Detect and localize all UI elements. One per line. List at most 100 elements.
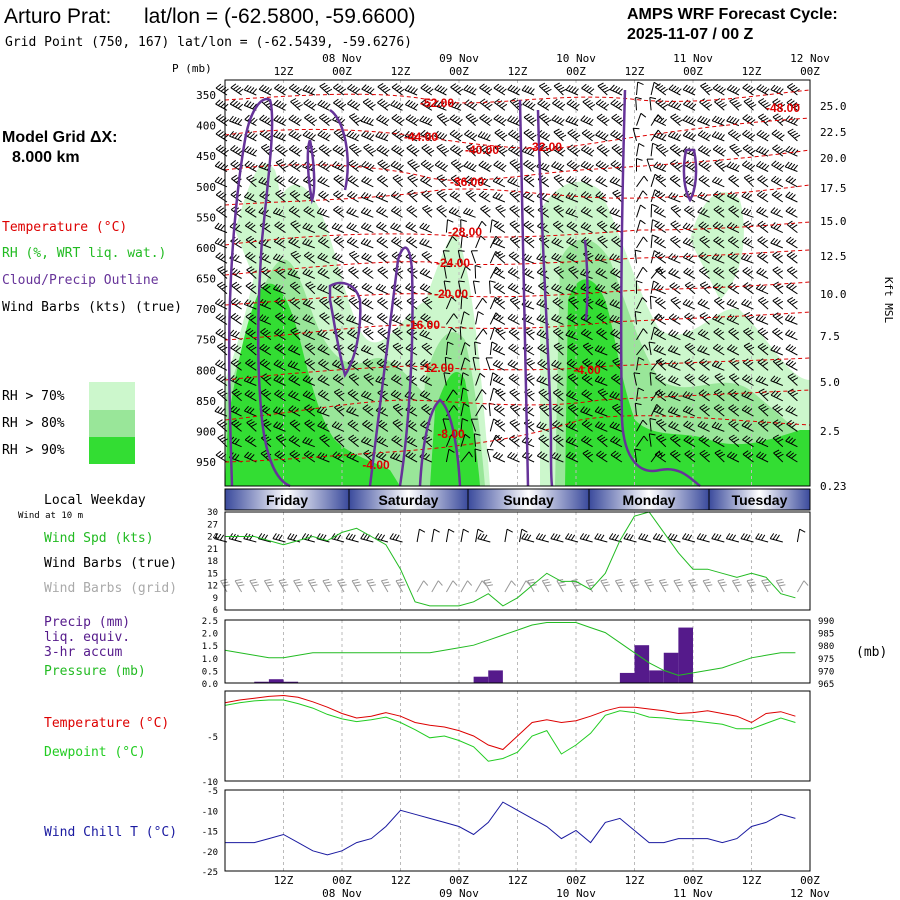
isotherm-label: -48.00 xyxy=(766,101,800,115)
sounding-wind-barb xyxy=(217,266,228,279)
sounding-wind-barb xyxy=(755,145,770,157)
sounding-wind-barb xyxy=(509,419,521,432)
sounding-wind-barb xyxy=(580,222,593,234)
sounding-wind-barb xyxy=(302,436,315,448)
sounding-wind-barb xyxy=(448,207,462,218)
sounding-wind-barb xyxy=(493,404,506,417)
sounding-wind-barb xyxy=(582,449,594,463)
sounding-wind-barb xyxy=(668,268,681,279)
sounding-wind-barb xyxy=(479,144,493,157)
sounding-wind-barb xyxy=(348,373,360,386)
sounding-wind-barb xyxy=(580,145,595,157)
sounding-wind-barb xyxy=(712,221,725,234)
sounding-wind-barb xyxy=(363,449,374,463)
sounding-wind-barb xyxy=(445,219,454,233)
rh80-swatch xyxy=(89,410,135,437)
sounding-wind-barb xyxy=(333,98,347,111)
sounding-wind-barb xyxy=(771,129,785,142)
sounding-wind-barb xyxy=(580,406,593,417)
wind-barb-true xyxy=(667,533,681,543)
sounding-wind-barb xyxy=(772,312,784,325)
sounding-wind-barb xyxy=(552,220,564,233)
sounding-wind-barb xyxy=(361,160,375,172)
sounding-wind-barb xyxy=(389,452,403,463)
sounding-wind-barb xyxy=(609,299,623,310)
sounding-wind-barb xyxy=(634,402,642,417)
sounding-wind-barb xyxy=(582,342,594,356)
sounding-wind-barb xyxy=(489,341,498,356)
sounding-wind-barb xyxy=(346,237,359,249)
sounding-wind-barb xyxy=(302,375,316,386)
sounding-wind-barb xyxy=(390,222,403,234)
kft-tick-label: 17.5 xyxy=(820,182,847,195)
chill-ytick-label: -10 xyxy=(202,807,218,817)
sounding-wind-barb xyxy=(594,375,608,386)
wind-ytick-label: 27 xyxy=(207,520,218,530)
wind-barb-grid xyxy=(263,579,274,593)
sounding-wind-barb xyxy=(216,205,228,218)
sounding-wind-barb xyxy=(682,222,696,234)
sounding-wind-barb xyxy=(390,191,403,203)
sounding-wind-barb xyxy=(289,419,301,432)
sounding-wind-barb xyxy=(597,388,609,402)
bottom-date-label: 10 Nov xyxy=(556,887,596,900)
sounding-wind-barb xyxy=(303,99,317,111)
sounding-wind-barb xyxy=(494,297,506,310)
sounding-wind-barb xyxy=(361,298,374,310)
sounding-wind-barb xyxy=(361,282,374,295)
sounding-wind-barb xyxy=(362,404,374,417)
sounding-wind-barb xyxy=(743,220,754,233)
sounding-wind-barb xyxy=(610,282,623,295)
sounding-wind-barb xyxy=(493,160,507,172)
isotherm-24 xyxy=(224,249,811,276)
sounding-wind-barb xyxy=(317,130,331,142)
sounding-wind-barb xyxy=(538,388,550,402)
sounding-wind-barb xyxy=(699,312,711,325)
wind-chill-panel: -5 -10 -15 -20 -25 Wind Chill T (°C) xyxy=(44,787,811,878)
sounding-wind-barb xyxy=(523,128,537,142)
sounding-wind-barb xyxy=(523,174,535,188)
chill-panel-frame xyxy=(224,789,811,872)
sounding-wind-barb xyxy=(302,390,316,402)
sounding-wind-barb xyxy=(711,421,725,432)
sounding-wind-barb xyxy=(636,81,644,96)
sounding-wind-barb xyxy=(580,160,594,172)
sounding-wind-barb xyxy=(770,390,784,402)
sounding-wind-barb xyxy=(287,314,301,325)
sounding-wind-barb xyxy=(668,253,681,264)
sounding-wind-barb xyxy=(729,97,742,111)
sounding-wind-barb xyxy=(302,130,316,142)
sounding-wind-barb xyxy=(361,176,374,188)
sounding-wind-barb xyxy=(290,220,301,233)
sounding-wind-barb xyxy=(460,357,471,371)
wind-panel-gridlines xyxy=(283,512,752,610)
sounding-wind-barb xyxy=(581,129,595,142)
sounding-wind-barb xyxy=(436,174,448,188)
sounding-wind-barb xyxy=(360,191,374,203)
sounding-wind-barb xyxy=(609,421,623,432)
sounding-wind-barb xyxy=(550,452,564,463)
wind-barb-true xyxy=(564,533,579,543)
sounding-wind-barb xyxy=(390,100,404,111)
wind-barb-true xyxy=(213,533,228,543)
sounding-wind-barb xyxy=(508,145,522,157)
sounding-wind-barb xyxy=(566,221,579,234)
isotherm-label: -12.00 xyxy=(420,361,454,375)
sounding-wind-barb xyxy=(436,113,450,126)
sounding-wind-barb xyxy=(654,313,667,325)
sounding-wind-barb xyxy=(493,83,507,96)
sounding-wind-barb xyxy=(698,435,710,448)
sounding-wind-barb xyxy=(684,358,696,371)
sounding-wind-barb xyxy=(596,450,608,463)
sounding-wind-barb xyxy=(216,419,228,432)
sounding-wind-barb xyxy=(611,144,625,157)
sounding-wind-barb xyxy=(713,267,725,279)
wind-barb-true xyxy=(475,528,484,543)
temp-ytick-label: -5 xyxy=(207,733,218,743)
sounding-wind-barb xyxy=(419,115,433,127)
sounding-wind-barb xyxy=(757,342,769,356)
sounding-wind-barb xyxy=(478,160,492,172)
sounding-wind-barb xyxy=(636,158,643,172)
sounding-wind-barb xyxy=(317,374,330,386)
sounding-wind-barb xyxy=(375,405,389,417)
